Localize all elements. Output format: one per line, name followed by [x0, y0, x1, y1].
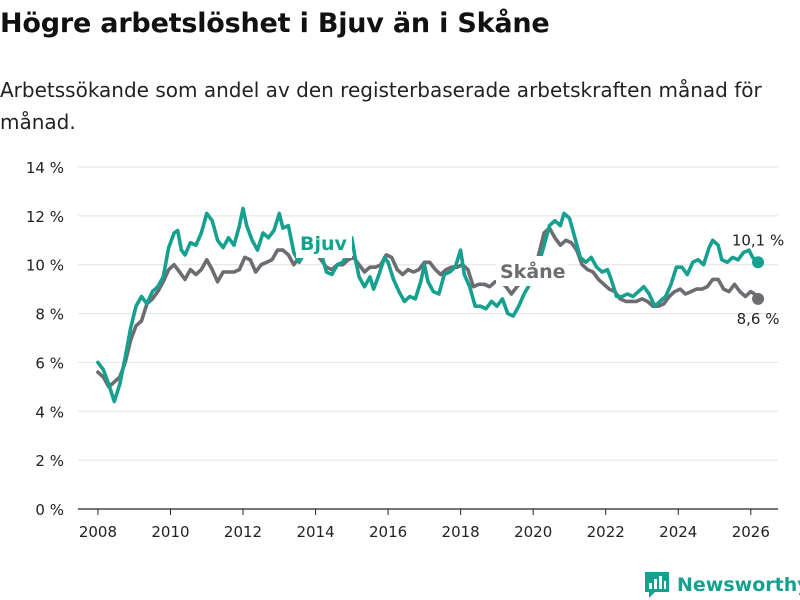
series-label-skane: Skåne — [500, 259, 566, 283]
series-line-bjuv — [96, 206, 760, 404]
x-tick-label: 2016 — [369, 523, 407, 541]
gridlines — [78, 166, 778, 510]
endpoint-marker-skane — [752, 292, 765, 305]
x-tick-label: 2020 — [514, 523, 552, 541]
y-tick-label: 10 % — [26, 257, 64, 275]
series-label-bjuv: Bjuv — [300, 233, 348, 255]
x-tick-label: 2008 — [79, 523, 117, 541]
y-tick-label: 2 % — [35, 452, 64, 470]
x-axis: 2008 2010 2012 2014 2016 2018 2020 2022 2024 2026 — [79, 509, 770, 541]
y-tick-label: 12 % — [26, 208, 64, 226]
series-labels: Bjuv Skåne 10,1 % 8,6 % — [296, 228, 784, 328]
y-tick-label: 0 % — [35, 501, 64, 519]
y-axis: 0 % 2 % 4 % 6 % 8 % 10 % 12 % 14 % — [26, 159, 64, 519]
label-halo-skane — [496, 256, 568, 286]
end-value-label-skane: 8,6 % — [737, 310, 780, 328]
y-tick-label: 8 % — [35, 306, 64, 324]
bar-chart-logo-icon — [645, 572, 669, 598]
newsworthy-brand: Newsworthy — [645, 570, 800, 600]
series-line-skane — [96, 226, 760, 389]
x-tick-label: 2018 — [442, 523, 480, 541]
x-tick-label: 2012 — [224, 523, 262, 541]
end-value-label-bjuv: 10,1 % — [732, 231, 784, 249]
y-tick-label: 6 % — [35, 354, 64, 372]
label-halo-bjuv — [296, 228, 352, 258]
brand-name: Newsworthy — [677, 574, 800, 596]
chart-title: Högre arbetslöshet i Bjuv än i Skåne — [0, 8, 550, 39]
x-tick-label: 2014 — [296, 523, 334, 541]
x-tick-label: 2010 — [151, 523, 189, 541]
x-tick-label: 2026 — [732, 523, 770, 541]
x-tick-label: 2024 — [659, 523, 697, 541]
chart-subtitle: Arbetssökande som andel av den registerb… — [0, 78, 762, 134]
y-tick-label: 4 % — [35, 403, 64, 421]
x-tick-label: 2022 — [587, 523, 625, 541]
y-tick-label: 14 % — [26, 159, 64, 177]
series-lines — [96, 206, 760, 404]
endpoint-marker-bjuv — [752, 256, 765, 269]
